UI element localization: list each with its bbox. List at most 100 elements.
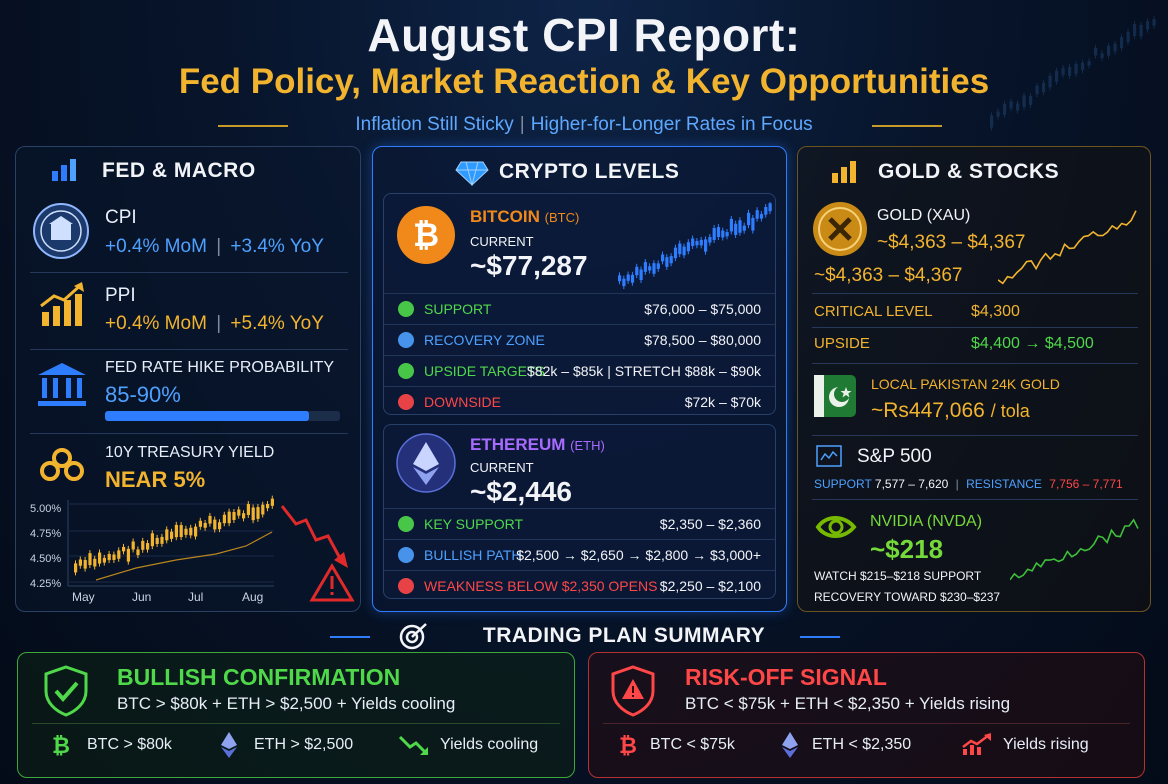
candle-body bbox=[102, 557, 106, 563]
bitcoin-card: ₿ BITCOIN (BTC) CURRENT ~$77,287 SUPPORT… bbox=[383, 193, 776, 415]
candle-body bbox=[218, 522, 222, 530]
ytick-label: 5.00% bbox=[30, 503, 62, 515]
risk-off-description: BTC < $75k + ETH < $2,350 + Yields risin… bbox=[685, 694, 1011, 713]
candle-body bbox=[1146, 21, 1150, 30]
gold-range-1: ~$4,363 – $4,367 bbox=[877, 232, 1026, 253]
candle-body bbox=[1055, 70, 1059, 82]
candle-body bbox=[126, 548, 130, 562]
candle-body bbox=[83, 560, 87, 569]
chain-rings-icon bbox=[40, 448, 84, 481]
candle-body bbox=[232, 512, 236, 520]
level-label: DOWNSIDE bbox=[424, 394, 501, 410]
level-row: SUPPORT $76,000 – $75,000 bbox=[384, 293, 775, 323]
candle-body bbox=[1048, 75, 1052, 88]
ethereum-card: ETHEREUM (ETH) CURRENT ~$2,446 KEY SUPPO… bbox=[383, 424, 776, 599]
candle-body bbox=[93, 558, 97, 567]
level-row: WEAKNESS BELOW $2,350 OPENS $2,250 – $2,1… bbox=[384, 570, 775, 600]
trend-up-icon bbox=[962, 733, 991, 755]
upside-label: UPSIDE bbox=[814, 335, 870, 352]
candle-body bbox=[1068, 66, 1072, 76]
eth-ticker: (ETH) bbox=[570, 438, 605, 453]
nvidia-logo-icon bbox=[815, 516, 857, 538]
candle-body bbox=[1081, 62, 1085, 71]
xtick-label: Aug bbox=[242, 590, 264, 604]
candle-body bbox=[122, 546, 126, 552]
candle-body bbox=[695, 241, 699, 246]
level-value: $2,500 → $2,650 → $2,800 → $3,000+ bbox=[516, 547, 761, 563]
candle-body bbox=[1022, 95, 1026, 107]
candle-body bbox=[704, 239, 708, 252]
risk-off-signal-box: RISK-OFF SIGNAL BTC < $75k + ETH < $2,35… bbox=[588, 652, 1145, 778]
level-value: $2,350 – $2,360 bbox=[659, 516, 761, 532]
candle-body bbox=[136, 549, 140, 556]
candle-body bbox=[1113, 43, 1117, 52]
gold-stocks-title: GOLD & STOCKS bbox=[878, 160, 1060, 183]
ethereum-icon bbox=[782, 732, 798, 758]
candle-body bbox=[208, 515, 212, 524]
candle-body bbox=[661, 254, 665, 262]
candle-body bbox=[184, 528, 188, 535]
candle-body bbox=[665, 257, 669, 267]
header-divider-right bbox=[872, 125, 942, 127]
level-row: UPSIDE TARGETS $82k – $85k | STRETCH $88k… bbox=[384, 355, 775, 385]
level-row: DOWNSIDE $72k – $70k bbox=[384, 386, 775, 416]
candle-body bbox=[708, 236, 712, 243]
level-icon bbox=[398, 301, 414, 317]
ethereum-icon bbox=[221, 732, 237, 758]
diamond-icon bbox=[455, 161, 489, 186]
level-value: $82k – $85k | STRETCH $88k – $90k bbox=[527, 363, 761, 379]
candle-body bbox=[759, 214, 764, 219]
level-label: BULLISH PATH bbox=[424, 547, 522, 563]
gold-range-2: ~$4,363 – $4,367 bbox=[814, 265, 963, 286]
btc-current-label: CURRENT bbox=[470, 234, 534, 249]
candle-body bbox=[150, 533, 154, 547]
bullish-heading: BULLISH CONFIRMATION bbox=[117, 664, 401, 690]
candle-body bbox=[146, 543, 150, 550]
xtick-label: Jul bbox=[188, 590, 204, 604]
candle-body bbox=[648, 266, 652, 271]
btc-price: ~$77,287 bbox=[470, 250, 588, 281]
rate-hike-label: FED RATE HIKE PROBABILITY bbox=[105, 359, 335, 376]
risk-item-yields: Yields rising bbox=[1003, 736, 1089, 753]
candle-body bbox=[716, 227, 721, 237]
fed-macro-title: FED & MACRO bbox=[102, 159, 256, 182]
candle-body bbox=[170, 531, 174, 539]
divider bbox=[812, 499, 1138, 500]
candle-body bbox=[1061, 67, 1065, 75]
candle-body bbox=[251, 507, 255, 521]
candle-body bbox=[725, 232, 729, 237]
divider bbox=[812, 327, 1138, 328]
xtick-label: Jun bbox=[132, 590, 152, 604]
summary-divider-left bbox=[330, 636, 370, 638]
btc-ticker: (BTC) bbox=[544, 210, 580, 225]
sp500-support-value: 7,577 – 7,620 bbox=[874, 477, 949, 491]
summary-divider-right bbox=[800, 636, 840, 638]
sp500-resistance-label: RESISTANCE bbox=[966, 477, 1042, 491]
yield-chart bbox=[67, 495, 355, 602]
warning-icon bbox=[309, 563, 355, 602]
candle-body bbox=[198, 520, 202, 527]
bar-chart-icon bbox=[832, 161, 856, 183]
ppi-separator: | bbox=[216, 313, 222, 334]
candle-body bbox=[712, 228, 716, 240]
sp500-separator: | bbox=[955, 477, 959, 491]
candle-body bbox=[246, 504, 250, 515]
candle-body bbox=[1152, 19, 1156, 26]
level-icon bbox=[398, 394, 414, 410]
candle-body bbox=[179, 525, 183, 538]
divider bbox=[812, 435, 1138, 436]
candle-body bbox=[1042, 82, 1046, 93]
tagline-right: Higher-for-Longer Rates in Focus bbox=[530, 114, 813, 135]
candle-body bbox=[1100, 53, 1104, 59]
candle-body bbox=[88, 553, 92, 566]
candle-body bbox=[751, 217, 755, 231]
level-label: RECOVERY ZONE bbox=[424, 332, 545, 348]
candle-body bbox=[996, 111, 1000, 117]
candle-body bbox=[686, 242, 690, 252]
tagline: Inflation Still Sticky | Higher-for-Longer… bbox=[0, 114, 1168, 136]
level-row: KEY SUPPORT $2,350 – $2,360 bbox=[384, 508, 775, 538]
candle-body bbox=[673, 247, 678, 259]
candle-body bbox=[112, 554, 116, 560]
chart-screen-icon bbox=[816, 445, 842, 467]
critical-level-label: CRITICAL LEVEL bbox=[814, 303, 933, 320]
